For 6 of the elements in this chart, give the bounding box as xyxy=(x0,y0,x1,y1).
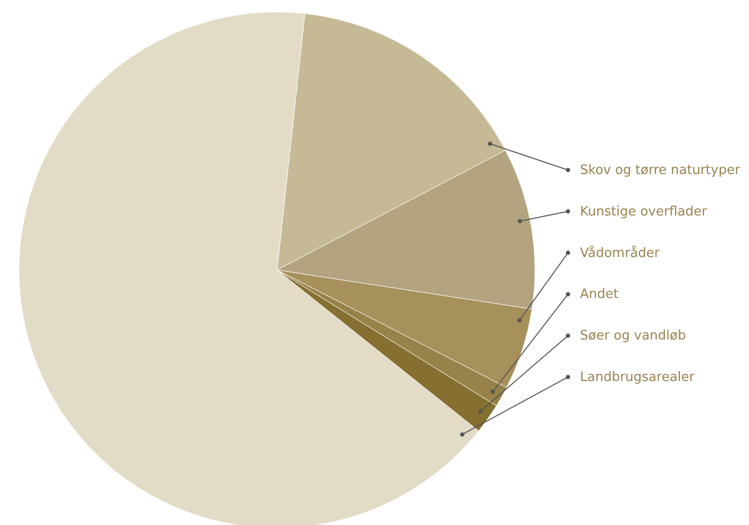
slice-label: Søer og vandløb xyxy=(580,328,686,344)
slice-label: Vådområder xyxy=(580,244,660,261)
slice-label: Landbrugsarealer xyxy=(580,370,696,385)
slice-label: Andet xyxy=(580,287,618,302)
slice-label: Kunstige overflader xyxy=(580,204,708,220)
slice-label: Skov og tørre naturtyper xyxy=(580,163,741,178)
